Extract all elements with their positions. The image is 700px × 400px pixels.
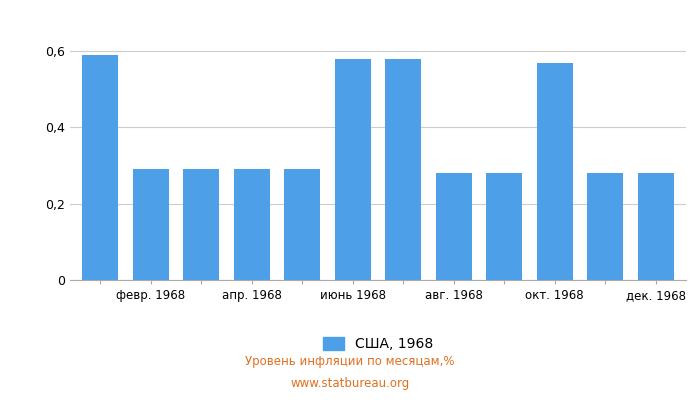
Bar bbox=[435, 173, 472, 280]
Bar bbox=[335, 59, 371, 280]
Bar bbox=[587, 173, 624, 280]
Bar bbox=[284, 169, 321, 280]
Bar bbox=[82, 55, 118, 280]
Bar bbox=[385, 59, 421, 280]
Bar bbox=[486, 173, 522, 280]
Text: www.statbureau.org: www.statbureau.org bbox=[290, 378, 410, 390]
Bar bbox=[638, 173, 674, 280]
Legend: США, 1968: США, 1968 bbox=[317, 332, 439, 357]
Bar bbox=[536, 62, 573, 280]
Bar bbox=[183, 169, 220, 280]
Bar bbox=[234, 169, 270, 280]
Bar bbox=[132, 169, 169, 280]
Text: Уровень инфляции по месяцам,%: Уровень инфляции по месяцам,% bbox=[245, 356, 455, 368]
